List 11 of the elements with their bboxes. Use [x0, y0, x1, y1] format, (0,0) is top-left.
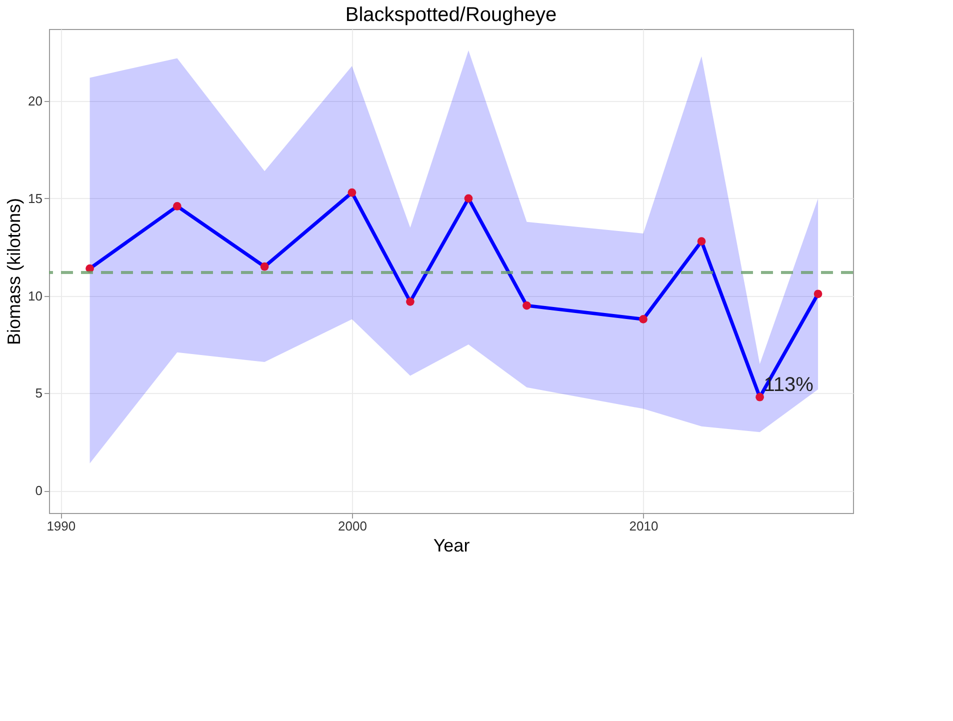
- y-tick-label: 20: [28, 94, 42, 109]
- y-tick-label: 10: [28, 288, 42, 304]
- x-tick-label: 2000: [338, 518, 367, 534]
- chart-title: Blackspotted/Rougheye: [345, 4, 557, 26]
- y-axis-title: Biomass (kilotons): [4, 198, 24, 346]
- x-tick-label: 2010: [629, 518, 658, 534]
- x-axis-title: Year: [433, 536, 470, 556]
- y-tick-label: 5: [35, 386, 42, 401]
- y-tick-label: 0: [35, 483, 42, 498]
- y-tick-label: 15: [28, 190, 42, 206]
- x-tick-label: 1990: [46, 518, 76, 534]
